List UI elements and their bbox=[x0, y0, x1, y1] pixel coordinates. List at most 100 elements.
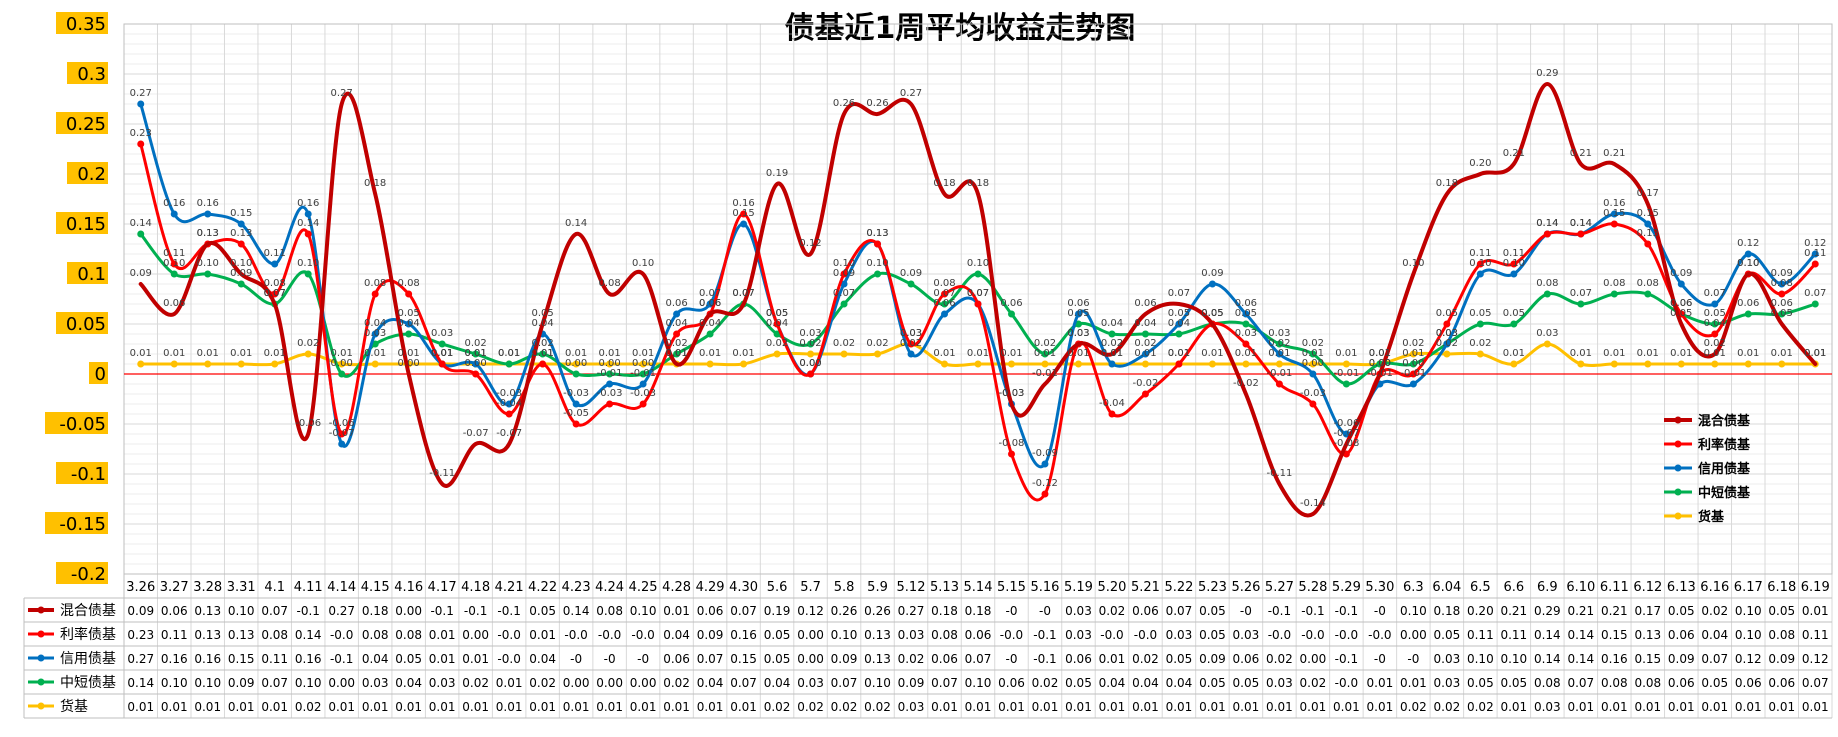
data-label: 0.06 bbox=[699, 298, 721, 309]
table-cell: -0.0 bbox=[1100, 628, 1123, 642]
table-cell: 0.05 bbox=[1434, 628, 1461, 642]
data-label: 0.00 bbox=[1402, 358, 1424, 369]
table-cell: 0.07 bbox=[261, 676, 288, 690]
x-tick-label: 4.22 bbox=[528, 580, 557, 595]
table-cell: 0.23 bbox=[127, 628, 154, 642]
data-point bbox=[237, 280, 245, 288]
table-cell: 0.27 bbox=[127, 652, 154, 666]
table-cell: 0.12 bbox=[1802, 652, 1829, 666]
table-cell: 0.01 bbox=[1668, 700, 1695, 714]
data-label: 0.10 bbox=[866, 258, 888, 269]
table-cell: 0.06 bbox=[1233, 652, 1260, 666]
data-label: -0.09 bbox=[1032, 448, 1058, 459]
data-point bbox=[472, 350, 480, 358]
data-point bbox=[1409, 360, 1417, 368]
table-cell: 0.02 bbox=[831, 700, 858, 714]
x-tick-label: 5.15 bbox=[997, 580, 1026, 595]
table-cell: 0.02 bbox=[1400, 700, 1427, 714]
table-cell: 0.02 bbox=[898, 652, 925, 666]
data-label: 0.02 bbox=[531, 338, 553, 349]
table-cell: 0.11 bbox=[1500, 628, 1527, 642]
data-label: 0.14 bbox=[297, 218, 319, 229]
data-label: 0.00 bbox=[598, 358, 620, 369]
data-label: 0.10 bbox=[230, 258, 252, 269]
data-label: 0.07 bbox=[933, 288, 955, 299]
x-tick-label: 6.11 bbox=[1600, 580, 1629, 595]
table-cell: -0.1 bbox=[1268, 604, 1291, 618]
data-label: 0.03 bbox=[431, 328, 453, 339]
data-label: 0.00 bbox=[632, 358, 654, 369]
table-row: 利率债基 0.23 0.11 0.13 0.13 0.08 0.14 -0.0 0.08 0.08… bbox=[28, 626, 1829, 643]
table-cell: 0.01 bbox=[1768, 700, 1795, 714]
table-cell: 0.29 bbox=[1534, 604, 1561, 618]
y-tick-highlight bbox=[56, 112, 108, 134]
data-label: 0.11 bbox=[1804, 248, 1826, 259]
table-cell: 0.07 bbox=[1802, 676, 1829, 690]
table-row-header: 混合债基 bbox=[60, 602, 116, 619]
data-point bbox=[1610, 220, 1618, 228]
data-label: 0.16 bbox=[297, 198, 319, 209]
data-label: 0.01 bbox=[498, 348, 520, 359]
table-cell: 0.05 bbox=[1199, 676, 1226, 690]
data-label: 0.08 bbox=[598, 278, 620, 289]
x-tick-label: 5.26 bbox=[1231, 580, 1260, 595]
data-label: 0.05 bbox=[766, 308, 788, 319]
data-label: 0.05 bbox=[1436, 308, 1458, 319]
table-cell: -0.0 bbox=[330, 628, 353, 642]
data-label: 0.06 bbox=[1067, 298, 1089, 309]
data-label: 0.02 bbox=[1034, 338, 1056, 349]
data-label: 0.15 bbox=[1637, 208, 1659, 219]
x-tick-label: 6.3 bbox=[1403, 580, 1424, 595]
table-cell: 0.01 bbox=[1701, 700, 1728, 714]
data-label: 0.02 bbox=[833, 338, 855, 349]
table-cell: 0.27 bbox=[328, 604, 355, 618]
table-cell: 0.01 bbox=[1802, 700, 1829, 714]
data-point bbox=[1007, 360, 1015, 368]
data-point bbox=[1141, 330, 1149, 338]
table-cell: 0.03 bbox=[362, 676, 389, 690]
table-cell: 0.03 bbox=[797, 676, 824, 690]
data-label: -0.03 bbox=[999, 388, 1025, 399]
table-cell: 0.10 bbox=[831, 628, 858, 642]
data-point bbox=[740, 210, 748, 218]
table-cell: 0.03 bbox=[898, 700, 925, 714]
table-cell: 0.05 bbox=[529, 604, 556, 618]
data-point bbox=[1007, 450, 1015, 458]
data-label: 0.10 bbox=[197, 258, 219, 269]
y-tick-highlight bbox=[67, 262, 108, 284]
data-label: 0.01 bbox=[1704, 348, 1726, 359]
data-label: 0.05 bbox=[1503, 308, 1525, 319]
table-cell: 0.01 bbox=[1199, 700, 1226, 714]
table-cell: 0.13 bbox=[864, 628, 891, 642]
data-label: 0.01 bbox=[632, 348, 654, 359]
data-label: 0.08 bbox=[364, 278, 386, 289]
y-tick-label: 0 bbox=[95, 364, 106, 385]
table-cell: 0.10 bbox=[295, 676, 322, 690]
data-point bbox=[941, 310, 949, 318]
table-cell: 0.10 bbox=[1735, 628, 1762, 642]
data-label: 0.01 bbox=[1503, 348, 1525, 359]
table-cell: 0.02 bbox=[663, 676, 690, 690]
data-point bbox=[1510, 360, 1518, 368]
data-label: 0.10 bbox=[297, 258, 319, 269]
data-point bbox=[706, 360, 714, 368]
data-point bbox=[606, 400, 614, 408]
table-cell: 0.03 bbox=[1166, 628, 1193, 642]
data-point bbox=[1476, 320, 1484, 328]
table-cell: 0.01 bbox=[362, 700, 389, 714]
table-cell: 0.02 bbox=[462, 676, 489, 690]
table-cell: 0.06 bbox=[161, 604, 188, 618]
data-label: 0.07 bbox=[1704, 288, 1726, 299]
data-label: -0.08 bbox=[999, 438, 1025, 449]
table-cell: 0.01 bbox=[1266, 700, 1293, 714]
table-cell: 0.06 bbox=[1768, 676, 1795, 690]
table-cell: 0.01 bbox=[429, 652, 456, 666]
data-label: 0.00 bbox=[1369, 358, 1391, 369]
data-label: -0.14 bbox=[1300, 498, 1326, 509]
data-label: 0.03 bbox=[1067, 328, 1089, 339]
table-cell: 0.01 bbox=[1367, 676, 1394, 690]
data-point bbox=[1811, 300, 1819, 308]
table-cell: 0.01 bbox=[1601, 700, 1628, 714]
data-label: 0.02 bbox=[1302, 338, 1324, 349]
